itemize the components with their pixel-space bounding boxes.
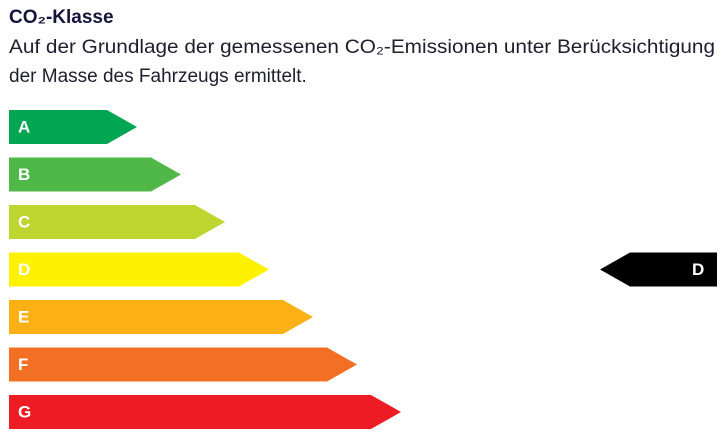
class-label: E	[18, 307, 29, 326]
description-line: der Masse des Fahrzeugs ermittelt.	[9, 66, 307, 87]
class-label: C	[18, 212, 30, 231]
class-arrow	[9, 110, 137, 144]
class-label: F	[18, 355, 28, 374]
class-arrow	[9, 347, 357, 382]
class-arrow	[9, 205, 225, 239]
class-arrow	[9, 395, 401, 429]
description-line: Auf der Grundlage der gemessenen CO₂-Emi…	[9, 37, 715, 58]
class-arrow	[9, 300, 313, 334]
class-arrow	[9, 252, 269, 287]
class-arrow	[9, 157, 181, 192]
class-label: B	[18, 165, 30, 184]
class-label: G	[18, 402, 31, 421]
indicator-arrow	[600, 252, 717, 287]
title: CO₂-Klasse	[9, 7, 114, 28]
class-label: D	[18, 260, 30, 279]
class-label: A	[18, 117, 30, 136]
indicator-label: D	[692, 260, 704, 279]
